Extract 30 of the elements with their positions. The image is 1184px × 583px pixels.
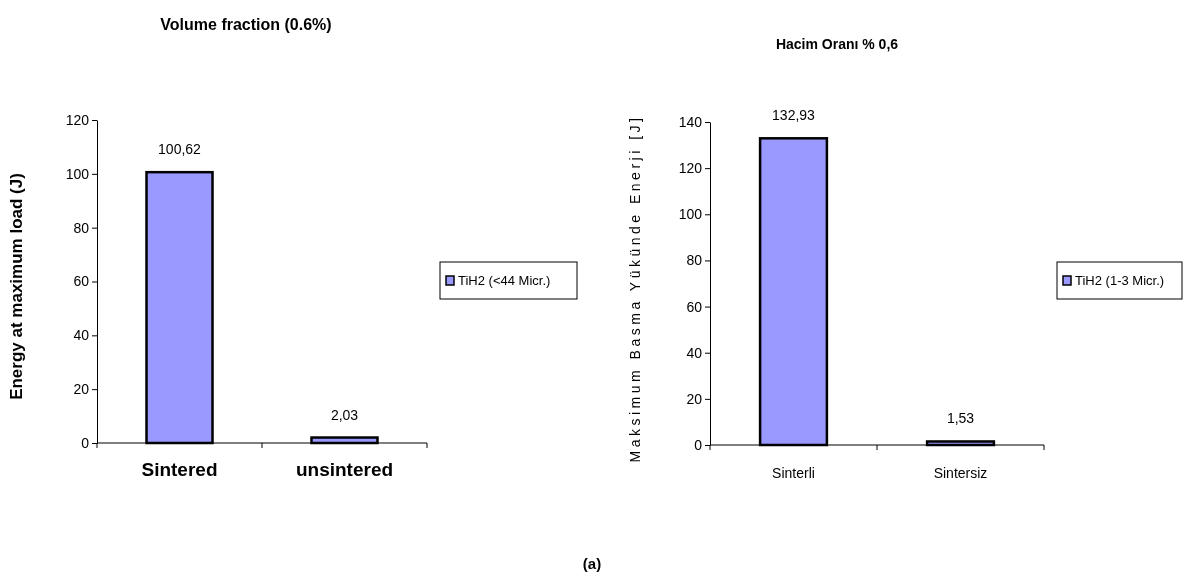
data-label: 100,62 [158,141,202,158]
y-tick-label: 60 [686,298,703,315]
y-tick-label: 140 [678,113,703,130]
legend-label: TiH2 (1-3 Micr.) [1075,273,1165,288]
y-tick-label: 60 [73,273,90,290]
y-tick-label: 20 [686,390,703,407]
y-axis-title: Maksimum Basma Yükünde Enerji [J] [627,114,643,463]
y-tick-label: 40 [686,344,703,361]
y-tick-label: 0 [694,436,703,453]
data-label: 2,03 [330,406,359,423]
y-tick-label: 100 [678,206,703,223]
y-tick-label: 120 [65,111,90,128]
data-label: 1,53 [946,410,975,427]
x-tick-label: Sintersiz [933,465,988,481]
y-tick-label: 120 [678,160,703,177]
y-tick-label: 20 [73,381,90,398]
chart-title: Volume fraction (0.6%) [160,16,332,33]
y-tick-label: 40 [73,327,90,344]
x-tick-label: Sinterli [772,465,815,481]
legend-label: TiH2 (<44 Micr.) [458,273,551,288]
chart-title: Hacim Oranı % 0,6 [775,36,899,52]
data-label: 132,93 [772,107,816,124]
y-axis-title: Energy at maximum load (J) [7,173,26,400]
y-tick-label: 80 [73,219,90,236]
x-tick-label: unsintered [295,459,394,480]
x-tick-label: Sintered [141,459,218,480]
y-tick-label: 0 [81,434,90,451]
text: (a) [582,555,602,572]
y-tick-label: 100 [65,165,90,182]
y-tick-label: 80 [686,252,703,269]
